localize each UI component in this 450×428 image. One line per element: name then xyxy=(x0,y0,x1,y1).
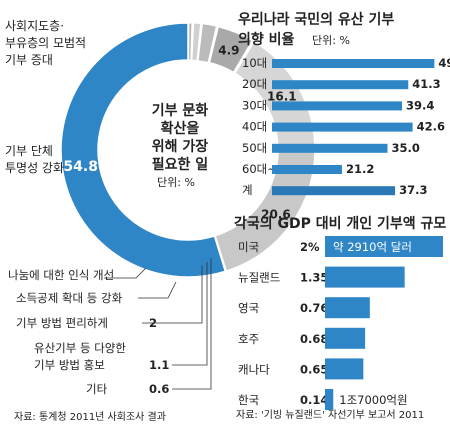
age-bar xyxy=(272,101,403,111)
slice-label-0-line-2: 부유층의 모범적 xyxy=(5,36,86,50)
donut-slice xyxy=(208,25,254,74)
slice-label-2: 나눔에 대한 인식 개선 xyxy=(8,268,114,282)
gdp-value-label: 0.68 xyxy=(300,332,328,346)
slice-label-1-line-2: 투명성 강화 xyxy=(5,161,64,175)
slice-value-6: 0.6 xyxy=(149,382,169,396)
slice-label-6: 기타 xyxy=(86,382,108,396)
age-category-label: 60대~ xyxy=(242,162,277,176)
pie-title-line-3: 위해 가장 xyxy=(152,138,209,155)
slice-label-5-line-1: 유산기부 등 다양한 xyxy=(34,341,126,355)
slice-value: 54.8 xyxy=(63,159,98,175)
gdp-category-label: 한국 xyxy=(238,393,259,407)
slice-label-5-line-2: 기부 방법 홍보 xyxy=(34,358,105,372)
slice-value: 20.6 xyxy=(261,208,291,222)
pie-unit: 단위: % xyxy=(157,176,195,189)
age-category-label: 40대 xyxy=(242,120,267,134)
age-chart-unit: 단위: % xyxy=(312,34,350,47)
gdp-value-label: 0.14 xyxy=(300,393,328,407)
slice-label-0-line-3: 기부 증대 xyxy=(5,53,53,67)
age-category-label: 50대 xyxy=(242,141,267,155)
gdp-annotation: 1조7000억원 xyxy=(339,393,407,407)
age-bar xyxy=(272,186,396,196)
donut-slice xyxy=(188,22,193,61)
leader-line xyxy=(138,281,177,299)
donut-slice xyxy=(197,23,217,63)
gdp-source: 자료: '기빙 뉴질랜드' 자선기부 보고서 2011 xyxy=(236,409,424,421)
leader-line xyxy=(142,266,203,324)
age-category-label: 30대 xyxy=(242,98,267,112)
donut-slice xyxy=(191,22,201,61)
pie-labels: 사회지도층· 부유층의 모범적 기부 증대 기부 단체 투명성 강화 나눔에 대… xyxy=(5,19,169,423)
age-category-label: 10대 xyxy=(242,56,267,70)
donut-slice xyxy=(60,22,227,278)
slice-label-4: 기부 방법 편리하게 xyxy=(16,316,108,330)
slice-label-0-line-1: 사회지도층· xyxy=(5,19,64,33)
age-value-label: 39.4 xyxy=(406,98,434,112)
gdp-category-label: 미국 xyxy=(238,240,259,254)
age-value-label: 21.2 xyxy=(346,162,374,176)
slice-value: 4.9 xyxy=(218,43,239,57)
gdp-bar xyxy=(325,389,334,410)
age-bar xyxy=(272,143,388,153)
donut-chart: 54.8 20.6 16.1 4.9 xyxy=(60,22,316,278)
age-bar xyxy=(272,165,342,174)
gdp-value-label: 0.76 xyxy=(300,301,328,315)
age-chart-title-line-1: 우리나라 국민의 유산 기부 xyxy=(238,11,394,28)
age-bar xyxy=(272,122,413,132)
slice-value-5: 1.1 xyxy=(149,358,169,372)
gdp-category-label: 영국 xyxy=(238,301,259,315)
slice-label-3: 소득공제 확대 등 강화 xyxy=(16,291,123,305)
leader-line xyxy=(104,267,147,279)
pie-title: 기부 문화 확산을 위해 가장 필요한 일 단위: % xyxy=(152,103,209,189)
gdp-bar xyxy=(325,358,364,380)
gdp-bar xyxy=(325,297,370,319)
age-bar xyxy=(272,80,409,90)
gdp-category-label: 호주 xyxy=(238,332,259,346)
leader-lines xyxy=(104,258,212,390)
pie-source: 자료: 통계청 2011년 사회조사 결과 xyxy=(14,411,166,423)
age-value-label: 49.2% xyxy=(438,56,450,70)
pie-title-line-2: 확산을 xyxy=(161,120,200,137)
age-value-label: 41.3 xyxy=(412,77,440,91)
gdp-chart-title: 각국의 GDP 대비 개인 기부액 규모 xyxy=(234,215,446,232)
gdp-value-label: 2% xyxy=(300,240,320,254)
gdp-bar xyxy=(325,327,366,349)
age-value-label: 37.3 xyxy=(399,183,427,197)
gdp-bar xyxy=(325,236,443,257)
gdp-annotation: 약 2910억 달러 xyxy=(333,240,412,254)
age-category-label: 20대 xyxy=(242,77,267,91)
age-bar xyxy=(272,59,435,68)
leader-line xyxy=(172,262,208,366)
slice-value-4: 2 xyxy=(149,316,157,330)
age-value-label: 42.6 xyxy=(417,120,445,134)
age-category-label: 계 xyxy=(242,183,253,197)
age-bars: 10대 49.2% 20대 41.3 30대 39.4 40대 42.6 50대 35.0 60대~… xyxy=(242,56,450,197)
age-bar-chart: 우리나라 국민의 유산 기부 의향 비율 단위: % 10대 49.2% 20대 41… xyxy=(238,11,450,197)
pie-title-line-4: 필요한 일 xyxy=(152,156,208,173)
gdp-value-label: 1.35 xyxy=(300,271,328,285)
gdp-value-label: 0.65 xyxy=(300,362,328,376)
gdp-category-label: 캐나다 xyxy=(238,362,270,376)
pie-title-line-1: 기부 문화 xyxy=(152,103,209,119)
leader-line xyxy=(172,258,212,390)
gdp-category-label: 뉴질랜드 xyxy=(238,271,280,285)
age-chart-title-line-2: 의향 비율 xyxy=(238,31,295,48)
age-value-label: 35.0 xyxy=(392,141,420,155)
slice-value: 16.1 xyxy=(267,90,297,104)
slice-label-1-line-1: 기부 단체 xyxy=(5,144,53,158)
gdp-bar xyxy=(325,266,405,288)
